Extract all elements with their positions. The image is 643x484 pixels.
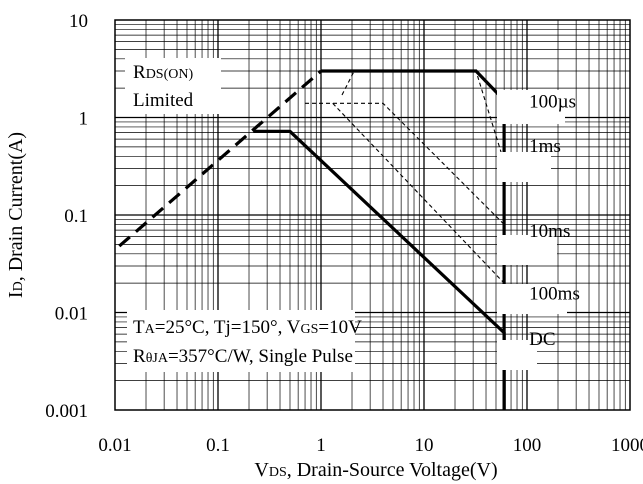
label-background <box>497 235 557 265</box>
x-tick-label: 10 <box>415 435 434 456</box>
series-line <box>118 69 323 248</box>
label-background <box>125 58 221 114</box>
curve-label: 100ms <box>529 284 580 305</box>
condition-text: =25°C, Tj=150°, V <box>155 317 301 338</box>
series-line <box>341 70 505 163</box>
rdson-label: RDS(ON) <box>133 62 193 83</box>
condition-text: =357°C/W, Single Pulse <box>168 346 353 367</box>
condition-subscript: GS <box>300 322 318 337</box>
tick-labels: 0.01 0.1 1 10 100 1000 10 1 0.1 0.01 0.001 <box>45 11 643 456</box>
label-background <box>497 90 565 124</box>
label-backgrounds <box>125 58 567 372</box>
y-tick-label: 0.001 <box>45 401 88 422</box>
curve-label: 10ms <box>529 221 570 242</box>
plot-frame <box>114 19 631 411</box>
x-axis-title-rest: , Drain-Source Voltage(V) <box>287 459 498 481</box>
x-axis-title: VDS, Drain-Source Voltage(V) <box>254 459 497 481</box>
y-tick-label: 0.01 <box>55 304 88 325</box>
curve-label: DC <box>529 329 555 350</box>
x-axis-title-sub: DS <box>269 465 287 480</box>
series-line <box>253 129 506 410</box>
condition-text: =10V <box>318 317 362 338</box>
label-background <box>497 152 551 182</box>
conditions-line-2: RθJA=357°C/W, Single Pulse <box>133 346 353 367</box>
label-background <box>127 310 355 372</box>
y-axis-title-main: I <box>5 291 27 298</box>
y-axis-title: ID, Drain Current(A) <box>5 132 27 298</box>
curve-labels: 100µs 1ms 10ms 100ms DC <box>529 91 580 349</box>
condition-text: R <box>133 346 146 367</box>
y-tick-label: 10 <box>69 11 88 32</box>
condition-subscript: A <box>145 322 156 337</box>
label-background <box>497 284 567 314</box>
x-axis-title-main: V <box>254 459 269 481</box>
label-background <box>497 340 537 370</box>
rdson-main: R <box>133 62 146 83</box>
x-tick-label: 1 <box>316 435 326 456</box>
y-tick-label: 0.1 <box>64 206 88 227</box>
curve-label: 100µs <box>529 91 576 112</box>
rdson-sub: DS(ON) <box>146 67 194 82</box>
x-tick-label: 0.01 <box>98 435 131 456</box>
x-tick-label: 1000 <box>611 435 643 456</box>
series-line <box>305 102 505 225</box>
curve-label: 1ms <box>529 136 561 157</box>
y-axis-title-rest: , Drain Current(A) <box>5 132 27 281</box>
x-tick-label: 100 <box>513 435 542 456</box>
conditions-line-1: TA=25°C, Tj=150°, VGS=10V <box>133 317 362 338</box>
y-axis-title-sub: D <box>11 281 26 291</box>
y-tick-label: 1 <box>79 109 89 130</box>
limited-label: Limited <box>133 90 194 111</box>
x-tick-label: 0.1 <box>206 435 230 456</box>
condition-subscript: θJA <box>146 351 169 366</box>
condition-text: T <box>133 317 145 338</box>
